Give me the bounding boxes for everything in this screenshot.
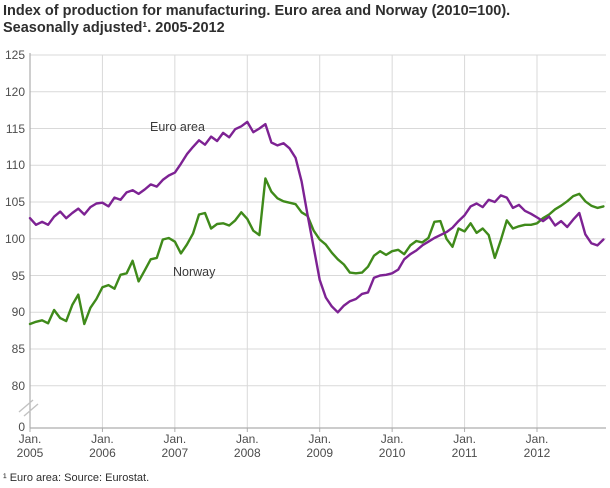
y-tick-label: 80 (11, 378, 25, 393)
y-tick-label: 105 (4, 195, 25, 209)
y-tick-label: 95 (11, 268, 25, 283)
y-tick-label: 120 (4, 84, 25, 99)
axes (29, 53, 606, 432)
y-axis-break-icon (18, 399, 39, 417)
chart-title-line2: Seasonally adjusted¹. 2005-2012 (3, 20, 225, 36)
x-tick-label: Jan. 2009 (306, 432, 334, 460)
y-tick-label: 100 (4, 231, 25, 246)
series-line-norway (28, 177, 605, 326)
x-tick-label: Jan. 2006 (89, 432, 116, 460)
chart-title: Index of production for manufacturing. E… (3, 3, 603, 37)
series-label-norway: Norway (173, 265, 216, 279)
y-tick-label: 90 (11, 305, 25, 320)
y-tick-label: 125 (4, 48, 25, 62)
y-tick-label: 115 (5, 121, 25, 136)
x-tick-label: Jan. 2005 (16, 432, 44, 460)
x-tick-label: Jan. 2008 (233, 432, 261, 460)
gridlines (29, 54, 606, 428)
y-zero-label: 0 (18, 420, 25, 434)
data-series-lines (28, 120, 605, 326)
x-tick-label: Jan. 2012 (523, 432, 551, 460)
series-line-euro-area (28, 120, 605, 314)
x-tick-label: Jan. 2010 (378, 432, 406, 460)
chart-title-line1: Index of production for manufacturing. E… (3, 3, 511, 19)
source-footnote: ¹ Euro area: Source: Eurostat. (3, 472, 150, 484)
y-tick-label: 110 (5, 158, 25, 173)
x-tick-label: Jan. 2011 (451, 432, 478, 460)
x-tick-label: Jan. 2007 (161, 432, 189, 460)
series-label-euro-area: Euro area (150, 120, 205, 134)
y-tick-label: 85 (11, 342, 25, 356)
